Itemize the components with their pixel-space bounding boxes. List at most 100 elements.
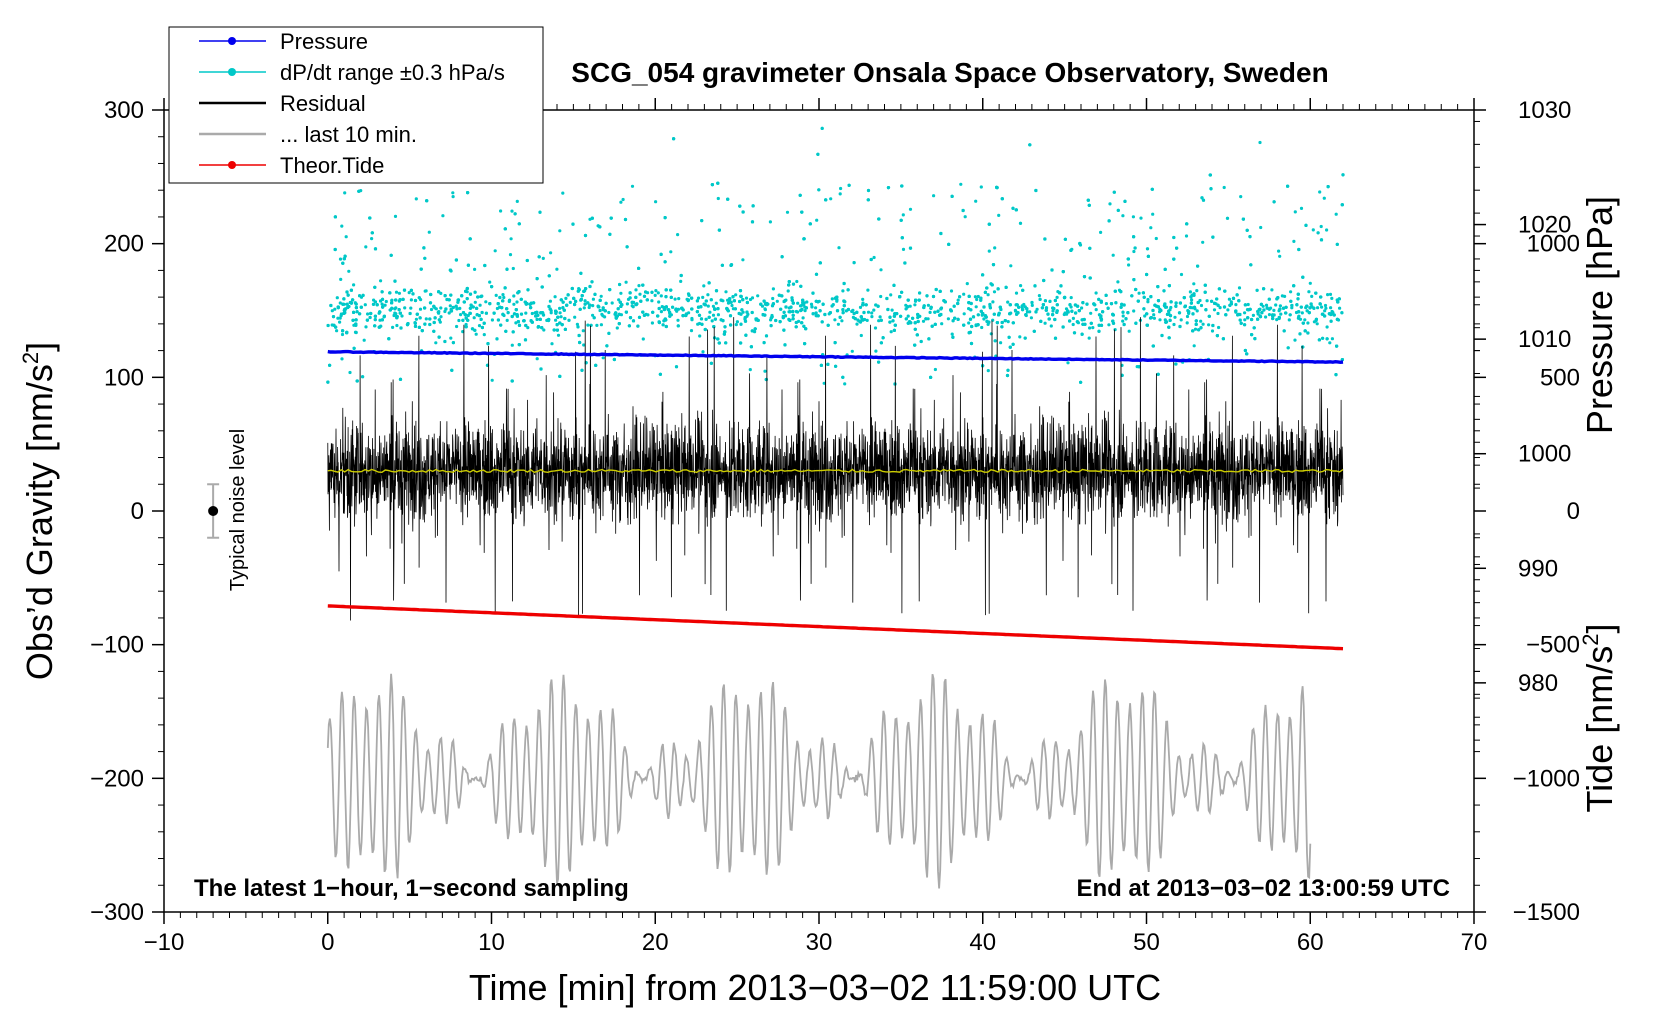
- dpdt-point: [901, 247, 906, 251]
- dpdt-point: [1009, 264, 1013, 268]
- dpdt-point: [873, 326, 878, 330]
- dpdt-point: [1335, 317, 1339, 321]
- dpdt-point: [1151, 212, 1155, 216]
- dpdt-point: [801, 316, 805, 320]
- dpdt-point: [617, 298, 621, 302]
- dpdt-point: [1121, 314, 1125, 318]
- dpdt-point: [800, 210, 804, 214]
- dpdt-point: [1099, 230, 1103, 234]
- dpdt-point: [1173, 315, 1177, 319]
- dpdt-point: [393, 307, 397, 311]
- dpdt-point: [847, 183, 851, 187]
- dpdt-point: [619, 291, 623, 295]
- dpdt-point: [401, 297, 405, 301]
- dpdt-point: [1146, 297, 1150, 302]
- dpdt-point: [974, 323, 978, 327]
- dpdt-point: [1321, 312, 1325, 316]
- dpdt-point: [1088, 246, 1092, 250]
- dpdt-point: [1073, 303, 1077, 307]
- dpdt-point: [339, 277, 343, 281]
- dpdt-point: [581, 329, 585, 333]
- dpdt-point: [621, 197, 625, 202]
- dpdt-point: [1319, 224, 1323, 229]
- dpdt-point: [637, 315, 642, 319]
- dpdt-point: [956, 301, 960, 306]
- dpdt-point: [1080, 306, 1084, 310]
- residual-mean-line: [327, 468, 1344, 474]
- dpdt-point: [1241, 217, 1245, 221]
- legend-label: ... last 10 min.: [280, 122, 417, 147]
- dpdt-point: [1149, 316, 1153, 320]
- dpdt-point: [388, 308, 392, 312]
- dpdt-point: [486, 342, 490, 346]
- dpdt-point: [877, 360, 881, 364]
- dpdt-point: [808, 222, 812, 226]
- dpdt-point: [1191, 312, 1195, 316]
- dpdt-point: [419, 267, 423, 271]
- dpdt-point: [346, 293, 350, 297]
- dpdt-point: [1297, 247, 1301, 252]
- dpdt-point: [439, 315, 443, 319]
- dpdt-point: [590, 216, 594, 220]
- dpdt-point: [355, 379, 359, 383]
- dpdt-point: [515, 199, 519, 203]
- dpdt-point: [1074, 311, 1078, 315]
- dpdt-point: [480, 310, 484, 315]
- dpdt-point: [1085, 302, 1089, 306]
- dpdt-point: [1184, 234, 1189, 238]
- dpdt-point: [587, 305, 591, 310]
- dpdt-point: [351, 318, 355, 322]
- dpdt-point: [1040, 306, 1044, 310]
- dpdt-point: [1079, 380, 1083, 384]
- plot-data-layer: [207, 122, 1345, 889]
- dpdt-point: [582, 289, 586, 293]
- dpdt-point: [1292, 239, 1296, 243]
- dpdt-point: [582, 306, 586, 310]
- dpdt-point: [437, 335, 441, 339]
- dpdt-point: [451, 305, 455, 310]
- dpdt-point: [907, 320, 912, 324]
- dpdt-point: [687, 293, 691, 297]
- dpdt-point: [892, 314, 897, 318]
- dpdt-point: [962, 323, 966, 327]
- dpdt-point: [904, 317, 908, 321]
- dpdt-point: [439, 291, 443, 295]
- dpdt-point: [624, 310, 629, 314]
- dpdt-point: [336, 316, 340, 320]
- noise-level-bar: [207, 483, 220, 539]
- y-left-tick-label: −100: [90, 632, 144, 659]
- dpdt-point: [1281, 306, 1286, 310]
- dpdt-point: [790, 298, 794, 302]
- dpdt-point: [349, 301, 353, 305]
- dpdt-point: [749, 345, 754, 349]
- dpdt-point: [782, 328, 786, 332]
- dpdt-point: [1124, 317, 1128, 321]
- dpdt-point: [1043, 321, 1047, 325]
- dpdt-point: [837, 246, 841, 250]
- dpdt-point: [900, 236, 904, 240]
- dpdt-point: [393, 279, 397, 283]
- dpdt-point: [1122, 322, 1126, 327]
- dpdt-point: [1099, 299, 1103, 303]
- y-tide-tick-label: −500: [1526, 632, 1580, 659]
- dpdt-point: [449, 336, 453, 340]
- dpdt-point: [879, 268, 883, 272]
- dpdt-point: [706, 293, 710, 297]
- dpdt-point: [1068, 303, 1072, 307]
- dpdt-point: [373, 285, 377, 289]
- dpdt-point: [1004, 285, 1008, 289]
- y-pressure-tick-label: 990: [1518, 555, 1558, 582]
- dpdt-point: [1072, 331, 1077, 335]
- dpdt-point: [1034, 188, 1038, 193]
- dpdt-point: [657, 300, 661, 304]
- dpdt-point: [1271, 314, 1275, 318]
- dpdt-point: [394, 290, 399, 294]
- dpdt-point: [879, 294, 883, 299]
- y-axis-title-left-sup: 2: [18, 352, 43, 364]
- dpdt-point: [1006, 320, 1010, 324]
- dpdt-point: [858, 305, 863, 309]
- dpdt-point: [676, 233, 680, 237]
- dpdt-point: [480, 325, 484, 330]
- dpdt-point: [558, 321, 562, 325]
- dpdt-point: [578, 340, 582, 345]
